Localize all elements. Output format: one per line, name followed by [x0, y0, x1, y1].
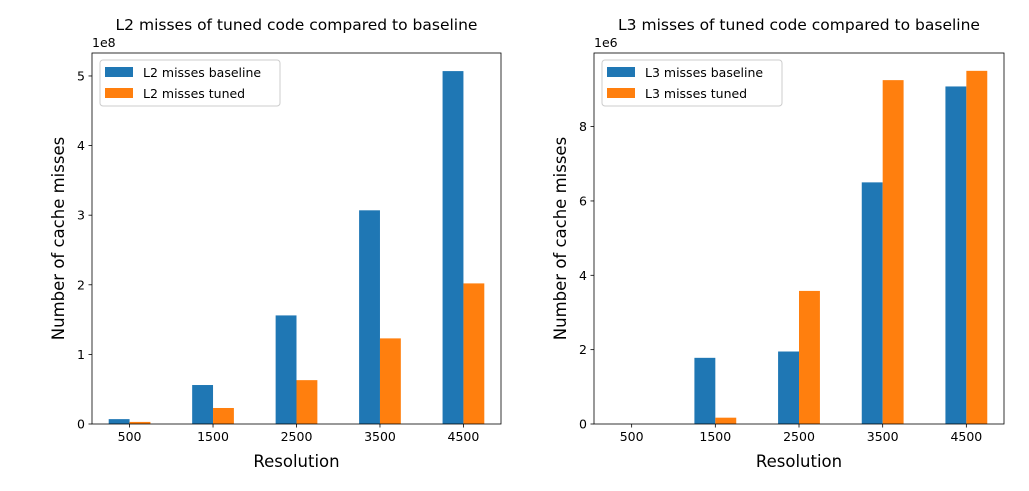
- bar-baseline-4500: [945, 86, 967, 425]
- x-axis-label: Resolution: [756, 452, 842, 471]
- y-tick-label: 0: [77, 417, 85, 432]
- legend: L2 misses baseline L2 misses tuned: [99, 59, 281, 107]
- axis-offset-text: 1e8: [92, 35, 116, 50]
- y-tick-label: 3: [77, 208, 85, 223]
- legend-label-baseline: L3 misses baseline: [645, 65, 763, 80]
- bar-tuned-2500: [296, 380, 318, 424]
- bar-baseline-1500: [694, 357, 716, 424]
- y-tick-label: 0: [579, 417, 587, 432]
- legend-swatch-tuned: [607, 88, 635, 98]
- axis-offset-text: 1e6: [594, 35, 618, 50]
- x-tick-label: 500: [620, 429, 644, 444]
- x-axis-label: Resolution: [253, 452, 339, 471]
- bar-tuned-1500: [715, 417, 737, 424]
- x-tick-label: 500: [118, 429, 142, 444]
- y-tick-label: 4: [579, 268, 587, 283]
- y-tick-label: 8: [579, 119, 587, 134]
- bar-tuned-4500: [463, 283, 485, 424]
- bar-baseline-1500: [192, 385, 214, 424]
- legend-label-tuned: L2 misses tuned: [143, 86, 245, 101]
- chart-title: L2 misses of tuned code compared to base…: [116, 16, 478, 34]
- x-tick-label: 1500: [699, 429, 731, 444]
- bar-baseline-500: [108, 419, 130, 424]
- bar-baseline-3500: [861, 182, 883, 424]
- x-tick-label: 4500: [950, 429, 982, 444]
- bar-baseline-3500: [359, 210, 380, 424]
- bar-baseline-2500: [778, 351, 799, 424]
- legend-label-tuned: L3 misses tuned: [645, 86, 747, 101]
- x-tick-label: 3500: [364, 429, 396, 444]
- legend-swatch-tuned: [105, 88, 133, 98]
- x-tick-label: 2500: [783, 429, 815, 444]
- y-tick-label: 2: [77, 277, 85, 292]
- y-axis-label: Number of cache misses: [551, 137, 570, 340]
- bar-tuned-3500: [379, 338, 401, 424]
- legend-box: [99, 59, 281, 107]
- y-tick-label: 1: [77, 347, 85, 362]
- x-tick-label: 3500: [867, 429, 899, 444]
- legend-label-baseline: L2 misses baseline: [143, 65, 261, 80]
- y-tick-label: 2: [579, 342, 587, 357]
- bar-tuned-4500: [966, 70, 988, 424]
- legend-swatch-baseline: [105, 67, 133, 77]
- y-axis-label: Number of cache misses: [49, 137, 68, 340]
- y-tick-label: 5: [77, 68, 85, 83]
- bar-baseline-2500: [275, 315, 297, 424]
- x-tick-label: 2500: [281, 429, 313, 444]
- bar-tuned-2500: [799, 290, 820, 424]
- y-tick-label: 6: [579, 193, 587, 208]
- legend-box: [601, 59, 783, 107]
- x-tick-label: 4500: [448, 429, 480, 444]
- bar-tuned-3500: [882, 80, 904, 425]
- legend: L3 misses baseline L3 misses tuned: [601, 59, 783, 107]
- x-tick-label: 1500: [197, 429, 229, 444]
- y-tick-label: 4: [77, 138, 85, 153]
- chart-title: L3 misses of tuned code compared to base…: [618, 16, 980, 34]
- legend-swatch-baseline: [607, 67, 635, 77]
- bar-tuned-500: [129, 421, 151, 424]
- bar-tuned-1500: [213, 407, 234, 424]
- bar-baseline-4500: [442, 71, 464, 424]
